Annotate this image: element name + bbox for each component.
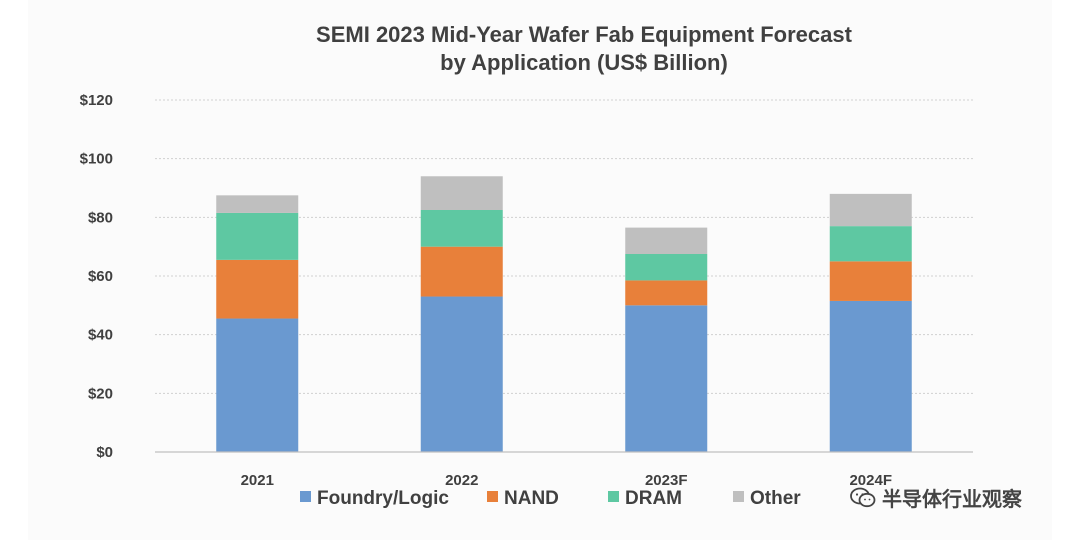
legend-swatch [608, 491, 619, 502]
legend-label: DRAM [625, 488, 682, 509]
legend-label: Other [750, 488, 801, 509]
bar-dram-2023f [625, 254, 708, 281]
legend-label: NAND [504, 488, 559, 509]
bar-foundry-logic-2024f [829, 300, 912, 452]
y-tick-label: $100 [80, 151, 113, 168]
x-category-label: 2023F [645, 472, 688, 489]
bar-nand-2021 [216, 259, 299, 319]
legend-swatch [487, 491, 498, 502]
chart-title-line-1: SEMI 2023 Mid-Year Wafer Fab Equipment F… [316, 22, 853, 47]
wechat-icon [850, 487, 876, 509]
bar-nand-2024f [829, 261, 912, 301]
legend-swatch [733, 491, 744, 502]
bar-dram-2022 [420, 210, 503, 247]
bar-foundry-logic-2022 [420, 296, 503, 452]
y-axis-tick-labels: $0 $20 $40 $60 $80 $100 $120 [80, 92, 113, 461]
x-category-label: 2024F [849, 472, 892, 489]
bars [216, 176, 912, 452]
bar-nand-2023f [625, 280, 708, 306]
bar-foundry-logic-2021 [216, 318, 299, 452]
bar-other-2024f [829, 193, 912, 227]
x-category-label: 2022 [445, 472, 478, 489]
bar-other-2021 [216, 195, 299, 213]
chart-svg: SEMI 2023 Mid-Year Wafer Fab Equipment F… [80, 22, 973, 509]
bar-other-2022 [420, 176, 503, 210]
watermark: 半导体行业观察 [850, 483, 1022, 512]
y-tick-label: $80 [88, 209, 113, 226]
watermark-text: 半导体行业观察 [882, 489, 1022, 511]
chart-title: SEMI 2023 Mid-Year Wafer Fab Equipment F… [316, 22, 853, 75]
y-tick-label: $60 [88, 268, 113, 285]
y-tick-label: $120 [80, 92, 113, 109]
y-tick-label: $40 [88, 327, 113, 344]
legend-label: Foundry/Logic [317, 488, 449, 509]
legend: Foundry/Logic NAND DRAM Other [300, 488, 801, 509]
chart-title-line-2: by Application (US$ Billion) [440, 50, 728, 75]
x-axis-category-labels: 2021 2022 2023F 2024F [241, 472, 892, 489]
bar-dram-2024f [829, 226, 912, 262]
y-tick-label: $0 [96, 444, 113, 461]
legend-swatch [300, 491, 311, 502]
chart-card: SEMI 2023 Mid-Year Wafer Fab Equipment F… [28, 0, 1052, 540]
bar-other-2023f [625, 227, 708, 254]
bar-dram-2021 [216, 212, 299, 260]
x-category-label: 2021 [241, 472, 274, 489]
bar-nand-2022 [420, 246, 503, 297]
bar-foundry-logic-2023f [625, 305, 708, 452]
y-tick-label: $20 [88, 385, 113, 402]
